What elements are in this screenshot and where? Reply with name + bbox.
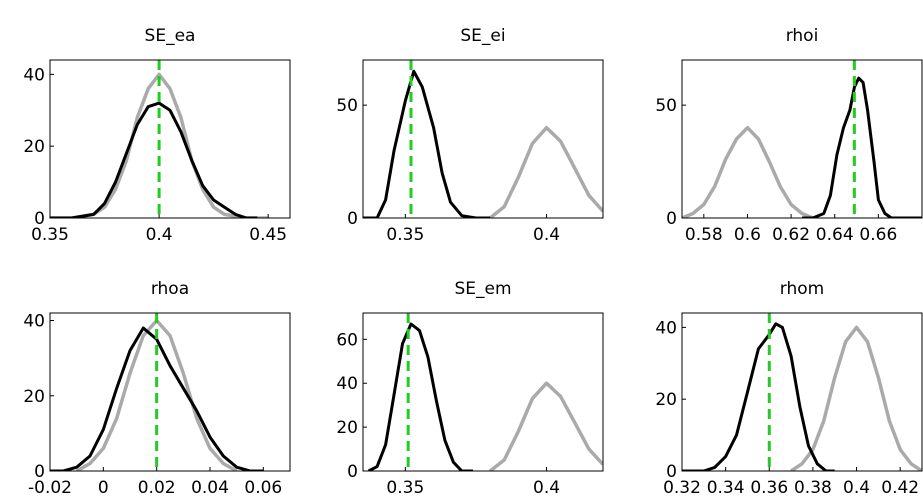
x-tick-label: 0.35: [31, 225, 69, 245]
y-tick-label: 0: [666, 462, 677, 482]
subplot-title: rhom: [780, 279, 824, 299]
x-tick-label: 0.6: [734, 225, 761, 245]
x-tick-label: 0.4: [533, 225, 560, 245]
series-line-1: [790, 325, 922, 471]
axes-frame: [362, 59, 604, 219]
subplot-title: rhoa: [151, 279, 189, 299]
x-tick-label: 0.64: [816, 225, 854, 245]
y-tick-label: 20: [23, 137, 45, 157]
series-line-2: [682, 322, 835, 471]
y-tick-label: 40: [23, 65, 45, 85]
subplot-3: 0.58 0.6 0.62 0.64 0.66 0 50 rhoi: [655, 26, 923, 245]
x-tick-label: 0.34: [707, 478, 745, 498]
y-tick-label: 20: [336, 418, 358, 438]
y-tick-label: 0: [666, 209, 677, 229]
series-line-1: [682, 125, 814, 218]
x-tick-label: 0.62: [772, 225, 810, 245]
series-line-2: [363, 69, 491, 218]
x-tick-label: 0: [98, 478, 109, 498]
x-tick-label: 0.04: [191, 478, 229, 498]
y-tick-label: 20: [655, 390, 677, 410]
subplot-1: 0.35 0.4 0.45 0 20 40 SE_ea: [23, 26, 291, 245]
x-tick-label: 0.4: [843, 478, 870, 498]
x-tick-label: 0.38: [794, 478, 832, 498]
series-line-1: [489, 381, 603, 471]
series-line-2: [50, 326, 264, 471]
subplot-title: SE_ei: [460, 26, 505, 46]
y-tick-label: 60: [336, 330, 358, 350]
x-tick-label: 0.36: [750, 478, 788, 498]
x-tick-label: 0.58: [685, 225, 723, 245]
axes-frame: [362, 312, 604, 472]
y-tick-label: 0: [347, 209, 358, 229]
y-tick-label: 0: [34, 209, 45, 229]
axes-frame: [49, 59, 291, 219]
series-line-2: [367, 322, 474, 471]
axes-frame: [681, 59, 923, 219]
x-tick-label: 0.45: [249, 225, 287, 245]
x-tick-label: 0.06: [244, 478, 282, 498]
y-tick-label: 20: [23, 387, 45, 407]
x-tick-label: 0.02: [138, 478, 176, 498]
x-tick-label: 0.66: [859, 225, 897, 245]
x-tick-label: 0.4: [146, 225, 173, 245]
series-line-2: [50, 101, 258, 218]
subplot-title: SE_em: [454, 279, 511, 299]
y-tick-label: 40: [23, 312, 45, 332]
x-tick-label: -0.02: [28, 478, 72, 498]
x-tick-label: 0.42: [881, 478, 919, 498]
subplot-6: 0.32 0.34 0.36 0.38 0.4 0.42 0 20 40 rhom: [655, 279, 923, 498]
axes-frame: [49, 312, 291, 472]
subplot-2: 0.35 0.4 0 50 SE_ei: [336, 26, 604, 245]
x-tick-label: 0.4: [533, 478, 560, 498]
subplot-title: SE_ea: [145, 26, 196, 46]
subplot-5: 0.35 0.4 0 20 40 60 SE_em: [336, 279, 604, 498]
subplot-title: rhoi: [786, 26, 819, 46]
series-line-1: [489, 125, 603, 218]
series-line-2: [802, 76, 922, 218]
y-tick-label: 40: [655, 318, 677, 338]
x-tick-label: 0.35: [386, 478, 424, 498]
axes-frame: [681, 312, 923, 472]
y-tick-label: 0: [347, 462, 358, 482]
y-tick-label: 40: [336, 374, 358, 394]
y-tick-label: 50: [655, 96, 677, 116]
y-tick-label: 0: [34, 462, 45, 482]
series-line-1: [50, 72, 269, 218]
x-tick-label: 0.35: [386, 225, 424, 245]
x-tick-label: 0.32: [663, 478, 701, 498]
y-tick-label: 50: [336, 96, 358, 116]
